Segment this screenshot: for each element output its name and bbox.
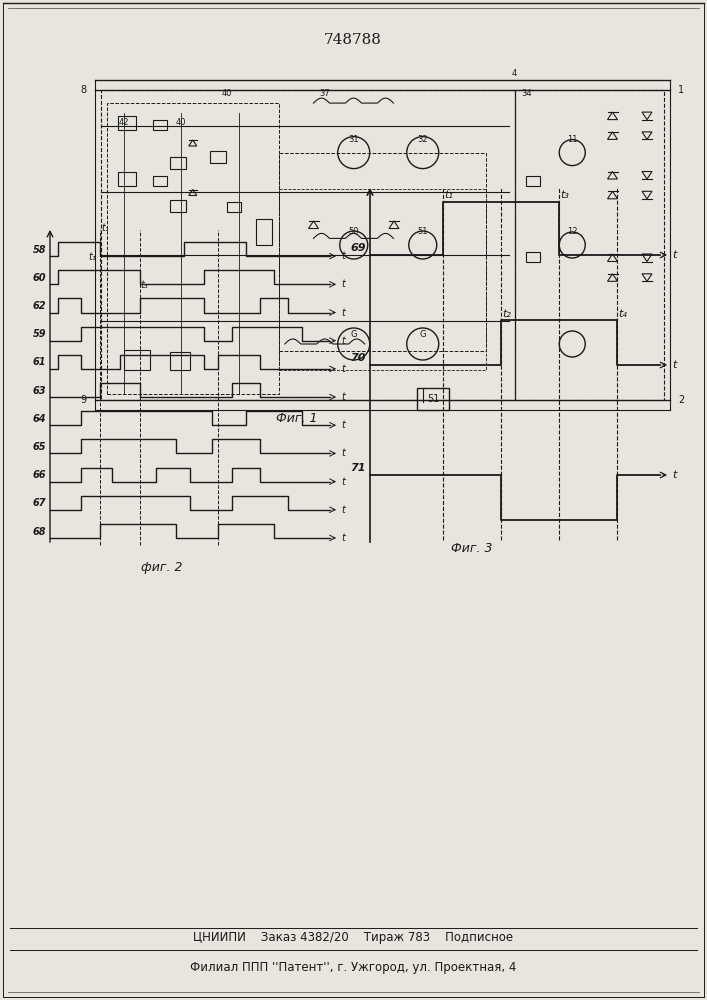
Bar xyxy=(279,189,486,370)
Text: 34: 34 xyxy=(521,89,532,98)
Text: 68: 68 xyxy=(33,527,46,537)
Text: 8: 8 xyxy=(81,85,86,95)
Text: 50: 50 xyxy=(349,227,359,236)
Bar xyxy=(101,90,515,400)
Text: t₃: t₃ xyxy=(141,280,148,290)
Text: t: t xyxy=(672,360,677,370)
Bar xyxy=(124,350,150,370)
Text: t: t xyxy=(341,477,345,487)
Bar xyxy=(210,150,226,162)
Text: 32: 32 xyxy=(417,135,428,144)
Text: Филиал ППП ''Патент'', г. Ужгород, ул. Проектная, 4: Филиал ППП ''Патент'', г. Ужгород, ул. П… xyxy=(189,962,516,974)
Bar xyxy=(526,251,540,261)
Bar xyxy=(153,176,167,186)
Text: t₁: t₁ xyxy=(101,223,109,233)
Text: 748788: 748788 xyxy=(324,33,382,47)
Text: 65: 65 xyxy=(33,442,46,452)
Text: 4: 4 xyxy=(512,69,518,78)
Bar xyxy=(515,90,665,400)
Bar xyxy=(526,176,540,186)
Text: 40: 40 xyxy=(176,118,187,127)
Text: G: G xyxy=(351,330,357,339)
Text: 69: 69 xyxy=(351,243,366,253)
Text: 51: 51 xyxy=(418,227,428,236)
Bar xyxy=(170,352,189,370)
Text: t: t xyxy=(341,420,345,430)
Text: 66: 66 xyxy=(33,470,46,480)
Text: Фиг. 3: Фиг. 3 xyxy=(451,542,492,555)
Text: 70: 70 xyxy=(351,353,366,363)
Bar xyxy=(118,115,136,129)
Bar xyxy=(417,388,449,410)
Text: t: t xyxy=(341,533,345,543)
Text: 11: 11 xyxy=(567,135,578,144)
Bar xyxy=(170,200,186,212)
Text: t: t xyxy=(341,336,345,346)
Text: 42: 42 xyxy=(119,118,129,127)
Text: t: t xyxy=(341,448,345,458)
Text: t₁: t₁ xyxy=(445,190,453,200)
Text: 1: 1 xyxy=(679,85,684,95)
Text: ЦНИИПИ    Заказ 4382/20    Тираж 783    Подписное: ЦНИИПИ Заказ 4382/20 Тираж 783 Подписное xyxy=(193,932,513,944)
Text: 37: 37 xyxy=(320,89,330,98)
Text: 9: 9 xyxy=(81,395,86,405)
Text: t: t xyxy=(341,308,345,318)
Text: t: t xyxy=(672,470,677,480)
Text: 64: 64 xyxy=(33,414,46,424)
Text: t: t xyxy=(341,251,345,261)
Bar xyxy=(279,153,486,351)
Text: t: t xyxy=(341,364,345,374)
Bar xyxy=(227,202,241,212)
Text: t: t xyxy=(341,279,345,289)
Text: 62: 62 xyxy=(33,301,46,311)
Text: 61: 61 xyxy=(33,357,46,367)
Text: 51: 51 xyxy=(427,394,439,404)
Bar xyxy=(107,103,279,393)
Text: фиг. 2: фиг. 2 xyxy=(141,561,182,574)
Text: t₄: t₄ xyxy=(619,309,627,319)
Text: 60: 60 xyxy=(33,273,46,283)
Text: t: t xyxy=(341,505,345,515)
Text: t: t xyxy=(341,392,345,402)
Text: t₂: t₂ xyxy=(503,309,511,319)
Bar xyxy=(118,172,136,186)
Bar xyxy=(170,157,186,169)
Text: 2: 2 xyxy=(679,395,684,405)
Text: t₃: t₃ xyxy=(561,190,569,200)
Bar xyxy=(256,219,272,245)
Text: Фиг. 1: Фиг. 1 xyxy=(276,412,317,424)
Text: 31: 31 xyxy=(349,135,359,144)
Text: 58: 58 xyxy=(33,245,46,255)
Text: 67: 67 xyxy=(33,498,46,508)
Text: 40: 40 xyxy=(222,89,233,98)
Text: 12: 12 xyxy=(567,227,578,236)
Text: 71: 71 xyxy=(351,463,366,473)
Text: t₁: t₁ xyxy=(88,252,96,262)
Text: 63: 63 xyxy=(33,386,46,396)
Bar xyxy=(153,119,167,129)
Text: 59: 59 xyxy=(33,329,46,339)
Text: t: t xyxy=(672,250,677,260)
Text: G: G xyxy=(419,330,426,339)
